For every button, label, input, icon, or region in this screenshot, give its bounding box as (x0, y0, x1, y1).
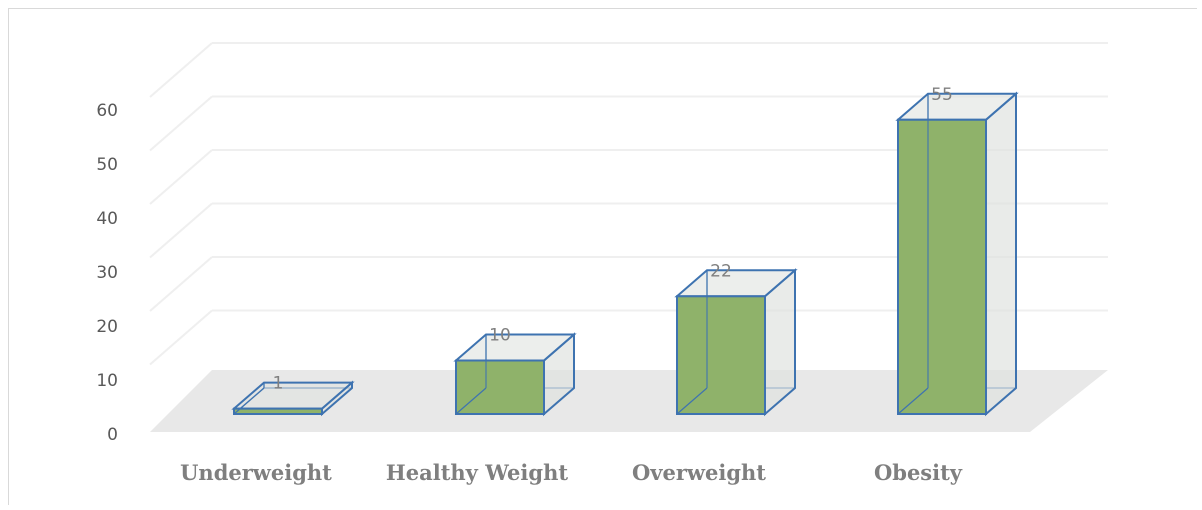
bar (453, 332, 577, 417)
y-tick-label: 30 (96, 263, 118, 283)
category-labels: Underweight Healthy Weight Overweight Obesi… (180, 460, 963, 485)
bars: 1 10 22 55 (231, 85, 1019, 417)
y-tick-label: 20 (96, 317, 118, 337)
category-label: Obesity (874, 460, 963, 485)
bar (231, 380, 355, 417)
data-label: 22 (710, 261, 732, 281)
chart-floor (150, 370, 1108, 432)
bar (674, 268, 798, 417)
gridline (149, 42, 1108, 98)
y-tick-label: 0 (107, 425, 118, 445)
y-tick-label: 60 (96, 101, 118, 121)
category-label: Overweight (632, 460, 766, 485)
y-tick-label: 50 (96, 155, 118, 175)
y-tick-label: 40 (96, 209, 118, 229)
data-label: 55 (931, 85, 953, 105)
data-label: 1 (273, 374, 284, 394)
y-axis-ticks: 0 10 20 30 40 50 60 (96, 101, 118, 445)
category-label: Underweight (180, 460, 332, 485)
bar (895, 91, 1019, 417)
category-label: Healthy Weight (386, 460, 568, 485)
data-label: 10 (489, 326, 511, 346)
y-tick-label: 10 (96, 371, 118, 391)
